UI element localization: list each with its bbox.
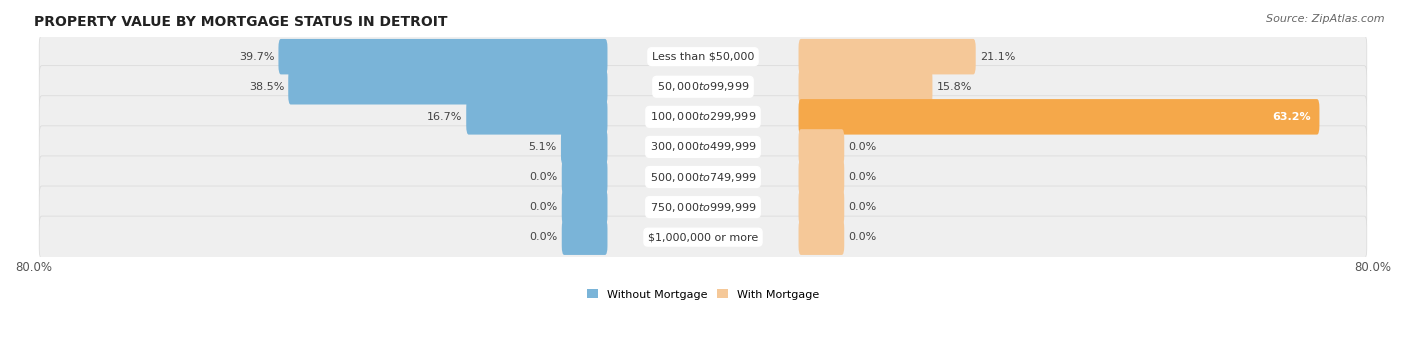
FancyBboxPatch shape [39, 35, 1367, 78]
Text: Source: ZipAtlas.com: Source: ZipAtlas.com [1267, 14, 1385, 24]
Legend: Without Mortgage, With Mortgage: Without Mortgage, With Mortgage [588, 290, 818, 299]
Text: $300,000 to $499,999: $300,000 to $499,999 [650, 140, 756, 153]
FancyBboxPatch shape [799, 159, 844, 195]
FancyBboxPatch shape [288, 69, 607, 104]
Text: $1,000,000 or more: $1,000,000 or more [648, 232, 758, 242]
FancyBboxPatch shape [799, 39, 976, 74]
Text: 38.5%: 38.5% [249, 82, 284, 92]
Text: 15.8%: 15.8% [936, 82, 972, 92]
Text: 0.0%: 0.0% [848, 232, 876, 242]
FancyBboxPatch shape [39, 216, 1367, 258]
Text: 39.7%: 39.7% [239, 52, 274, 62]
Text: 0.0%: 0.0% [530, 202, 558, 212]
Text: PROPERTY VALUE BY MORTGAGE STATUS IN DETROIT: PROPERTY VALUE BY MORTGAGE STATUS IN DET… [34, 15, 447, 29]
Text: $50,000 to $99,999: $50,000 to $99,999 [657, 80, 749, 93]
Text: 63.2%: 63.2% [1272, 112, 1310, 122]
FancyBboxPatch shape [278, 39, 607, 74]
FancyBboxPatch shape [562, 219, 607, 255]
FancyBboxPatch shape [799, 189, 844, 225]
FancyBboxPatch shape [799, 69, 932, 104]
Text: 0.0%: 0.0% [848, 202, 876, 212]
FancyBboxPatch shape [562, 159, 607, 195]
Text: 5.1%: 5.1% [529, 142, 557, 152]
FancyBboxPatch shape [799, 219, 844, 255]
FancyBboxPatch shape [39, 126, 1367, 168]
Text: $500,000 to $749,999: $500,000 to $749,999 [650, 170, 756, 183]
Text: 16.7%: 16.7% [427, 112, 463, 122]
Text: 0.0%: 0.0% [848, 172, 876, 182]
FancyBboxPatch shape [561, 129, 607, 165]
FancyBboxPatch shape [39, 186, 1367, 228]
FancyBboxPatch shape [799, 129, 844, 165]
FancyBboxPatch shape [39, 156, 1367, 198]
FancyBboxPatch shape [562, 189, 607, 225]
Text: $100,000 to $299,999: $100,000 to $299,999 [650, 110, 756, 123]
FancyBboxPatch shape [39, 66, 1367, 108]
Text: 0.0%: 0.0% [530, 172, 558, 182]
FancyBboxPatch shape [467, 99, 607, 135]
Text: Less than $50,000: Less than $50,000 [652, 52, 754, 62]
Text: 0.0%: 0.0% [848, 142, 876, 152]
Text: 0.0%: 0.0% [530, 232, 558, 242]
FancyBboxPatch shape [799, 99, 1319, 135]
Text: 21.1%: 21.1% [980, 52, 1015, 62]
FancyBboxPatch shape [39, 96, 1367, 138]
Text: $750,000 to $999,999: $750,000 to $999,999 [650, 201, 756, 213]
